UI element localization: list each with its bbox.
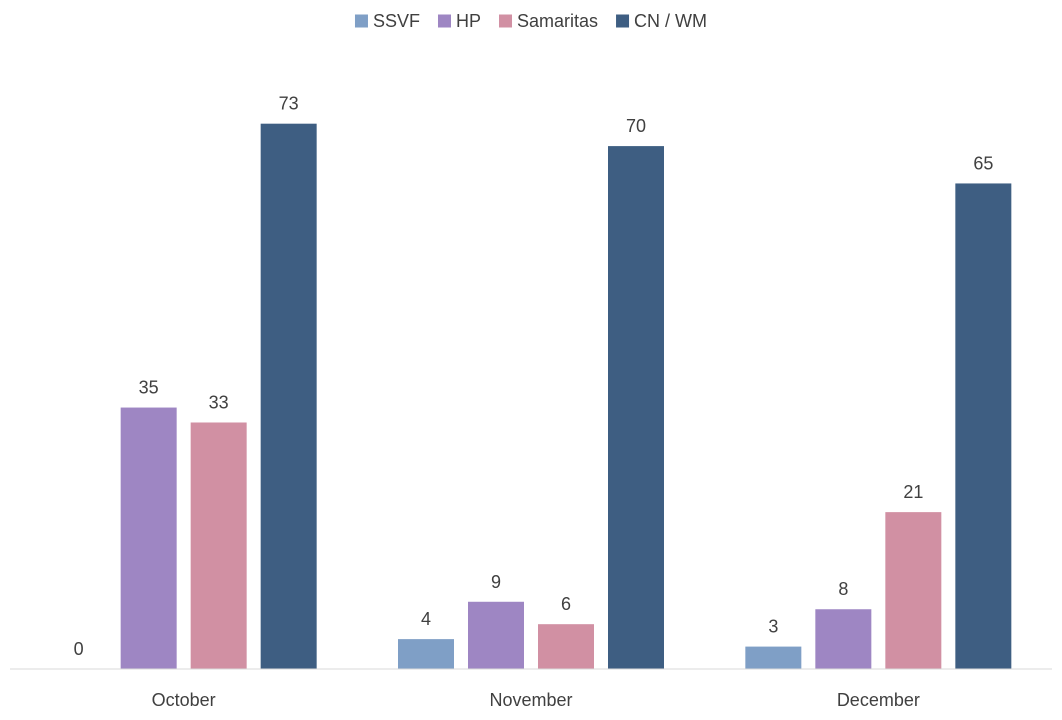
legend-label: Samaritas — [517, 11, 598, 31]
legend-item-cn-wm: CN / WM — [616, 11, 707, 31]
data-label: 21 — [903, 482, 923, 502]
legend-swatch — [354, 14, 368, 28]
legend-item-samaritas: Samaritas — [499, 11, 598, 31]
x-tick-label: October — [152, 690, 216, 710]
data-label: 70 — [626, 116, 646, 136]
bar-cn-wm-december — [955, 183, 1012, 669]
data-label: 6 — [561, 594, 571, 614]
legend-label: CN / WM — [634, 11, 707, 31]
bar-ssvf-december — [745, 646, 802, 669]
data-label: 35 — [139, 378, 159, 398]
data-label: 3 — [768, 617, 778, 637]
data-label: 8 — [838, 579, 848, 599]
data-label: 73 — [279, 94, 299, 114]
x-tick-label: November — [489, 690, 572, 710]
bar-hp-december — [815, 609, 872, 669]
bar-hp-october — [120, 407, 177, 669]
bar-samaritas-october — [190, 422, 247, 669]
legend-item-ssvf: SSVF — [354, 11, 420, 31]
data-label: 33 — [209, 392, 229, 412]
legend-item-hp: HP — [437, 11, 481, 31]
x-tick-label: December — [837, 690, 920, 710]
bar-cn-wm-november — [608, 146, 664, 670]
legend-swatch — [499, 14, 513, 28]
legend: SSVF HP Samaritas CN / WM — [354, 11, 707, 31]
data-label: 65 — [973, 153, 993, 173]
legend-swatch — [616, 14, 630, 28]
bar-samaritas-december — [885, 512, 942, 669]
bar-cn-wm-october — [260, 123, 317, 669]
bar-ssvf-november — [398, 639, 454, 669]
data-label: 0 — [74, 639, 84, 659]
x-tick-labels: October November December — [152, 690, 920, 710]
data-labels: 0 35 33 73 4 9 6 70 3 8 21 65 — [74, 94, 994, 659]
bar-samaritas-november — [538, 624, 594, 669]
legend-label: SSVF — [373, 11, 420, 31]
bars — [120, 123, 1012, 670]
legend-label: HP — [456, 11, 481, 31]
legend-swatch — [437, 14, 451, 28]
bar-hp-november — [468, 601, 524, 669]
data-label: 4 — [421, 609, 431, 629]
data-label: 9 — [491, 572, 501, 592]
